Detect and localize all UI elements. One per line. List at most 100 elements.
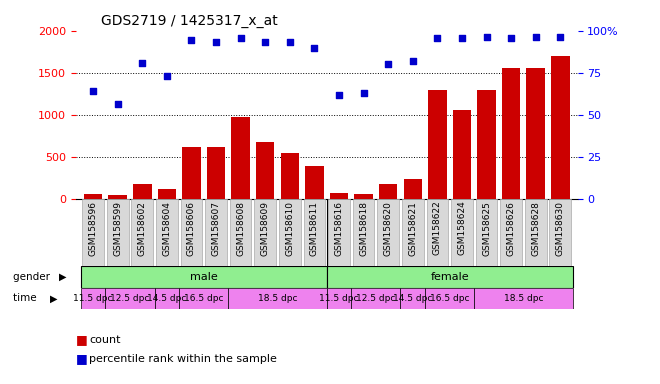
Point bbox=[358, 90, 369, 96]
Text: GSM158621: GSM158621 bbox=[409, 201, 417, 256]
Point bbox=[162, 73, 172, 79]
Text: GDS2719 / 1425317_x_at: GDS2719 / 1425317_x_at bbox=[101, 14, 278, 28]
Text: GSM158622: GSM158622 bbox=[433, 201, 442, 255]
Point bbox=[481, 33, 492, 40]
Text: time: time bbox=[13, 293, 40, 303]
Bar bbox=[550, 199, 571, 266]
Text: ■: ■ bbox=[76, 333, 92, 346]
Bar bbox=[84, 194, 102, 199]
Point bbox=[531, 33, 541, 40]
Text: 18.5 dpc: 18.5 dpc bbox=[504, 294, 543, 303]
Text: 16.5 dpc: 16.5 dpc bbox=[184, 294, 224, 303]
Bar bbox=[133, 184, 152, 199]
Text: GSM158607: GSM158607 bbox=[212, 201, 220, 256]
Text: GSM158608: GSM158608 bbox=[236, 201, 245, 256]
Text: count: count bbox=[89, 335, 121, 345]
Bar bbox=[230, 199, 251, 266]
Bar bbox=[280, 153, 299, 199]
Point bbox=[432, 35, 443, 41]
Text: GSM158618: GSM158618 bbox=[359, 201, 368, 256]
Text: GSM158604: GSM158604 bbox=[162, 201, 172, 256]
Bar bbox=[379, 184, 397, 199]
Text: GSM158625: GSM158625 bbox=[482, 201, 491, 256]
Text: 11.5 dpc: 11.5 dpc bbox=[73, 294, 113, 303]
Text: GSM158628: GSM158628 bbox=[531, 201, 540, 256]
Text: GSM158611: GSM158611 bbox=[310, 201, 319, 256]
Bar bbox=[81, 288, 106, 309]
Text: GSM158620: GSM158620 bbox=[383, 201, 393, 256]
Bar bbox=[502, 68, 520, 199]
Bar bbox=[425, 288, 475, 309]
Text: gender: gender bbox=[13, 272, 53, 282]
Bar bbox=[327, 288, 351, 309]
Text: GSM158630: GSM158630 bbox=[556, 201, 565, 256]
Bar bbox=[181, 199, 202, 266]
Bar bbox=[527, 68, 545, 199]
Text: female: female bbox=[430, 272, 469, 282]
Text: GSM158610: GSM158610 bbox=[285, 201, 294, 256]
Point bbox=[186, 37, 197, 43]
Bar bbox=[207, 147, 225, 199]
Text: GSM158596: GSM158596 bbox=[88, 201, 98, 256]
Bar bbox=[131, 199, 153, 266]
Text: GSM158602: GSM158602 bbox=[138, 201, 147, 256]
Bar bbox=[158, 189, 176, 199]
Point bbox=[334, 92, 345, 98]
Bar bbox=[378, 199, 399, 266]
Bar bbox=[256, 142, 275, 199]
Bar bbox=[205, 199, 227, 266]
Bar bbox=[328, 199, 350, 266]
Bar bbox=[525, 199, 546, 266]
Bar bbox=[475, 288, 573, 309]
Text: 12.5 dpc: 12.5 dpc bbox=[356, 294, 395, 303]
Bar bbox=[476, 199, 498, 266]
Text: 18.5 dpc: 18.5 dpc bbox=[258, 294, 297, 303]
Text: 16.5 dpc: 16.5 dpc bbox=[430, 294, 469, 303]
Bar bbox=[179, 288, 228, 309]
Point bbox=[112, 101, 123, 107]
Text: 12.5 dpc: 12.5 dpc bbox=[110, 294, 150, 303]
Point bbox=[236, 35, 246, 41]
Bar bbox=[228, 288, 327, 309]
Bar bbox=[106, 288, 154, 309]
Bar bbox=[304, 199, 325, 266]
Text: 14.5 dpc: 14.5 dpc bbox=[147, 294, 187, 303]
Bar bbox=[305, 166, 323, 199]
Point bbox=[211, 38, 221, 45]
Bar bbox=[232, 117, 250, 199]
Bar bbox=[500, 199, 522, 266]
Text: GSM158624: GSM158624 bbox=[457, 201, 467, 255]
Bar bbox=[254, 199, 276, 266]
Bar bbox=[428, 90, 447, 199]
Point bbox=[407, 58, 418, 64]
Text: ■: ■ bbox=[76, 353, 92, 366]
Text: ▶: ▶ bbox=[59, 272, 67, 282]
Bar bbox=[354, 194, 373, 199]
Point bbox=[260, 38, 271, 45]
Bar bbox=[327, 266, 573, 288]
Text: GSM158599: GSM158599 bbox=[114, 201, 122, 256]
Bar bbox=[351, 288, 401, 309]
Bar bbox=[352, 199, 374, 266]
Point bbox=[137, 60, 148, 66]
Bar bbox=[156, 199, 178, 266]
Bar bbox=[401, 288, 425, 309]
Bar bbox=[453, 110, 471, 199]
Bar bbox=[81, 266, 327, 288]
Point bbox=[506, 35, 516, 41]
Bar bbox=[107, 199, 129, 266]
Bar bbox=[154, 288, 179, 309]
Text: GSM158626: GSM158626 bbox=[507, 201, 515, 256]
Bar bbox=[182, 147, 201, 199]
Point bbox=[309, 45, 319, 51]
Text: GSM158616: GSM158616 bbox=[335, 201, 343, 256]
Text: 11.5 dpc: 11.5 dpc bbox=[319, 294, 359, 303]
Bar bbox=[477, 90, 496, 199]
Bar bbox=[402, 199, 424, 266]
Text: 14.5 dpc: 14.5 dpc bbox=[393, 294, 432, 303]
Text: ▶: ▶ bbox=[50, 293, 57, 303]
Bar bbox=[279, 199, 301, 266]
Bar bbox=[451, 199, 473, 266]
Bar bbox=[551, 56, 570, 199]
Point bbox=[555, 33, 566, 40]
